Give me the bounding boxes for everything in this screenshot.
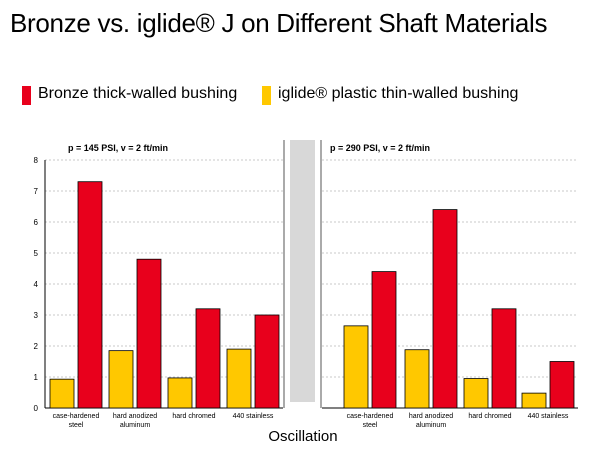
x-tick-label: hard anodized bbox=[113, 413, 157, 420]
page-title: Bronze vs. iglide® J on Different Shaft … bbox=[10, 8, 548, 38]
x-tick-label: case-hardened bbox=[347, 413, 394, 420]
bar-iglide bbox=[49, 378, 75, 409]
bar-iglide bbox=[167, 377, 193, 409]
y-tick-label: 7 bbox=[34, 187, 39, 196]
y-tick-label: 0 bbox=[34, 404, 39, 413]
x-tick-label: steel bbox=[363, 422, 378, 429]
legend-label-iglide: iglide® plastic thin-walled bushing bbox=[278, 85, 519, 102]
bar-bronze bbox=[136, 258, 162, 409]
bar-iglide bbox=[108, 350, 134, 409]
x-axis-label: Oscillation bbox=[268, 428, 337, 445]
x-tick-label: case-hardened bbox=[53, 413, 100, 420]
y-tick-label: 5 bbox=[34, 249, 39, 258]
legend: Bronze thick-walled bushing iglide® plas… bbox=[22, 84, 602, 106]
y-tick-label: 1 bbox=[34, 373, 39, 382]
bar-iglide bbox=[404, 349, 430, 409]
x-tick-label: hard chromed bbox=[172, 413, 215, 420]
y-tick-label: 4 bbox=[34, 280, 39, 289]
x-tick-label: aluminum bbox=[416, 422, 447, 429]
bar-iglide bbox=[521, 392, 547, 409]
panel-divider-band bbox=[290, 140, 315, 402]
y-tick-label: 8 bbox=[34, 156, 39, 165]
bar-bronze bbox=[254, 314, 280, 409]
bar-bronze bbox=[77, 181, 103, 409]
x-tick-label: 440 stainless bbox=[233, 413, 274, 420]
bar-iglide bbox=[226, 348, 252, 409]
legend-swatch-iglide bbox=[262, 86, 271, 105]
panel-annotation: p = 145 PSI, v = 2 ft/min bbox=[68, 143, 168, 153]
y-tick-label: 6 bbox=[34, 218, 39, 227]
y-tick-label: 2 bbox=[34, 342, 39, 351]
x-tick-label: hard anodized bbox=[409, 413, 453, 420]
legend-label-bronze: Bronze thick-walled bushing bbox=[38, 85, 238, 102]
bar-bronze bbox=[491, 308, 517, 409]
legend-swatch-bronze bbox=[22, 86, 31, 105]
bar-bronze bbox=[195, 308, 221, 409]
bar-bronze bbox=[432, 209, 458, 409]
bar-bronze bbox=[371, 271, 397, 409]
x-tick-label: aluminum bbox=[120, 422, 151, 429]
x-tick-label: steel bbox=[69, 422, 84, 429]
x-tick-label: hard chromed bbox=[468, 413, 511, 420]
y-tick-label: 3 bbox=[34, 311, 39, 320]
x-tick-label: 440 stainless bbox=[528, 413, 569, 420]
bar-bronze bbox=[549, 361, 575, 409]
bar-iglide bbox=[463, 378, 489, 409]
panel-annotation: p = 290 PSI, v = 2 ft/min bbox=[330, 143, 430, 153]
bar-iglide bbox=[343, 325, 369, 409]
